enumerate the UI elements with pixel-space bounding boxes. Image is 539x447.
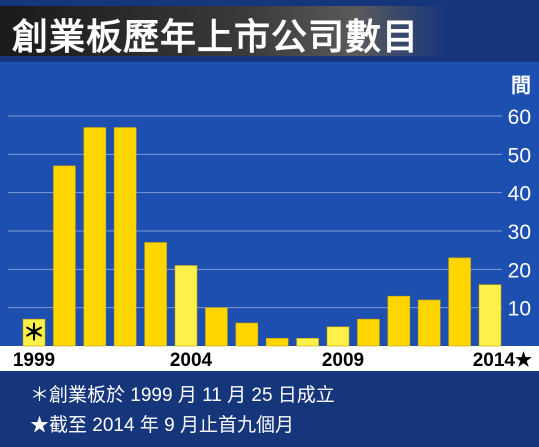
bar-2012: [417, 299, 441, 347]
bar-2006: [235, 322, 259, 347]
bar-1999: [22, 318, 46, 347]
title-bar: 創業板歷年上市公司數目: [0, 0, 539, 62]
footnote-founding: ＊創業板於 1999 月 11 月 25 日成立: [30, 385, 335, 406]
bar-2010: [357, 318, 380, 347]
bar-2007: [265, 338, 289, 347]
y-axis-label: 間: [511, 73, 531, 97]
y-tick-label-50: 50: [508, 144, 531, 167]
bar-2013: [448, 257, 471, 347]
bar-chart: ＊ 10 20 30 40 50 60 間 1999 2004 2009 2014★: [8, 73, 532, 371]
chart-title: 創業板歷年上市公司數目: [12, 16, 420, 57]
y-tick-label-20: 20: [508, 259, 531, 282]
x-tick-label-2014: 2014★: [473, 350, 532, 371]
bar-2004: [174, 265, 198, 347]
x-tick-label-1999: 1999: [13, 350, 55, 371]
y-tick-label-10: 10: [508, 298, 531, 321]
bar-2009: [326, 326, 350, 347]
bar-2005: [205, 307, 228, 347]
y-tick-label-40: 40: [508, 183, 531, 206]
bar-2014: [478, 284, 502, 347]
bar-2001: [83, 127, 107, 347]
title-strip: [0, 6, 446, 56]
footnote-partial-year: ★截至 2014 年 9 月止首九個月: [30, 415, 294, 436]
bar-2002: [113, 127, 137, 347]
x-tick-label-2009: 2009: [322, 350, 364, 371]
footnotes: ＊創業板於 1999 月 11 月 25 日成立 ★截至 2014 年 9 月止…: [0, 371, 539, 447]
bar-2000: [53, 165, 76, 347]
bar-2011: [387, 295, 411, 347]
y-tick-label-60: 60: [508, 106, 531, 129]
x-tick-label-2004: 2004: [170, 350, 213, 371]
x-axis-band: [0, 346, 539, 371]
y-tick-label-30: 30: [508, 221, 531, 244]
bar-2003: [144, 242, 167, 347]
bar-2008: [296, 338, 319, 347]
bar-annotation-1999: ＊: [23, 321, 45, 346]
